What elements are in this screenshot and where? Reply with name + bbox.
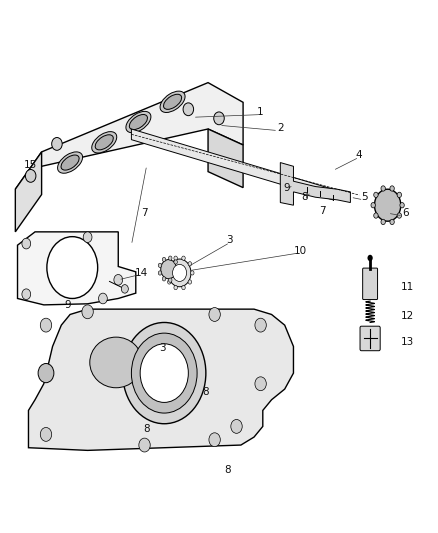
Text: 9: 9 bbox=[64, 300, 71, 310]
Circle shape bbox=[140, 344, 188, 402]
Text: 8: 8 bbox=[301, 192, 308, 202]
Circle shape bbox=[158, 271, 162, 275]
FancyBboxPatch shape bbox=[360, 326, 380, 351]
Ellipse shape bbox=[160, 91, 185, 112]
Circle shape bbox=[191, 271, 194, 275]
Text: 13: 13 bbox=[401, 337, 414, 347]
Circle shape bbox=[174, 256, 177, 260]
Circle shape bbox=[188, 280, 191, 284]
Circle shape bbox=[367, 255, 373, 261]
Text: 7: 7 bbox=[318, 206, 325, 215]
FancyBboxPatch shape bbox=[363, 268, 378, 300]
Circle shape bbox=[374, 189, 401, 221]
Text: 8: 8 bbox=[202, 387, 209, 397]
Circle shape bbox=[182, 256, 185, 260]
Ellipse shape bbox=[126, 111, 151, 133]
Ellipse shape bbox=[90, 337, 142, 388]
Text: 6: 6 bbox=[402, 208, 409, 218]
Text: 5: 5 bbox=[361, 192, 368, 202]
Circle shape bbox=[397, 192, 402, 198]
Circle shape bbox=[400, 203, 404, 208]
Text: 8: 8 bbox=[224, 465, 231, 475]
Circle shape bbox=[161, 260, 177, 279]
Circle shape bbox=[374, 192, 378, 198]
Text: 9: 9 bbox=[283, 183, 290, 192]
Circle shape bbox=[99, 293, 107, 304]
Circle shape bbox=[22, 238, 31, 249]
Circle shape bbox=[214, 112, 224, 125]
Circle shape bbox=[169, 256, 172, 260]
Circle shape bbox=[25, 169, 36, 182]
Text: 11: 11 bbox=[401, 282, 414, 292]
Text: 4: 4 bbox=[356, 150, 363, 159]
Circle shape bbox=[83, 232, 92, 243]
Circle shape bbox=[173, 264, 187, 281]
Ellipse shape bbox=[163, 94, 182, 109]
Text: 12: 12 bbox=[401, 311, 414, 320]
Ellipse shape bbox=[95, 135, 113, 150]
Circle shape bbox=[165, 271, 169, 275]
Text: 3: 3 bbox=[226, 235, 233, 245]
Polygon shape bbox=[208, 129, 243, 188]
Circle shape bbox=[139, 438, 150, 452]
Circle shape bbox=[114, 274, 123, 285]
Text: 15: 15 bbox=[24, 160, 37, 170]
Circle shape bbox=[381, 219, 385, 224]
Circle shape bbox=[188, 262, 191, 266]
Circle shape bbox=[168, 262, 171, 266]
Circle shape bbox=[40, 318, 52, 332]
Circle shape bbox=[168, 280, 171, 284]
Circle shape bbox=[52, 138, 62, 150]
Circle shape bbox=[390, 186, 394, 191]
Polygon shape bbox=[131, 129, 333, 200]
Polygon shape bbox=[28, 309, 293, 450]
Text: 10: 10 bbox=[293, 246, 307, 255]
Polygon shape bbox=[15, 83, 243, 189]
Polygon shape bbox=[280, 163, 350, 205]
Circle shape bbox=[176, 267, 180, 271]
Circle shape bbox=[390, 219, 394, 224]
Circle shape bbox=[182, 286, 185, 290]
Circle shape bbox=[40, 427, 52, 441]
Circle shape bbox=[255, 318, 266, 332]
Text: 8: 8 bbox=[143, 424, 150, 434]
Circle shape bbox=[123, 322, 206, 424]
Ellipse shape bbox=[57, 152, 83, 173]
Ellipse shape bbox=[129, 115, 148, 130]
Text: 14: 14 bbox=[134, 269, 148, 278]
Circle shape bbox=[231, 419, 242, 433]
Polygon shape bbox=[18, 232, 136, 305]
Circle shape bbox=[374, 213, 378, 218]
Circle shape bbox=[38, 364, 54, 383]
Circle shape bbox=[183, 103, 194, 116]
Circle shape bbox=[209, 308, 220, 321]
Circle shape bbox=[22, 289, 31, 300]
Text: 3: 3 bbox=[159, 343, 166, 352]
Ellipse shape bbox=[61, 155, 79, 170]
Circle shape bbox=[174, 274, 177, 278]
Circle shape bbox=[168, 259, 191, 287]
Circle shape bbox=[255, 377, 266, 391]
Circle shape bbox=[162, 277, 166, 281]
Text: 7: 7 bbox=[141, 208, 148, 218]
Circle shape bbox=[169, 278, 172, 282]
Circle shape bbox=[174, 286, 177, 290]
Circle shape bbox=[209, 433, 220, 447]
Text: 2: 2 bbox=[277, 123, 284, 133]
Circle shape bbox=[371, 203, 375, 208]
Circle shape bbox=[162, 257, 166, 262]
Circle shape bbox=[381, 186, 385, 191]
Circle shape bbox=[82, 305, 93, 319]
Circle shape bbox=[47, 237, 98, 298]
Polygon shape bbox=[15, 152, 42, 232]
Circle shape bbox=[174, 260, 177, 264]
Circle shape bbox=[158, 263, 162, 268]
Ellipse shape bbox=[92, 132, 117, 153]
Circle shape bbox=[121, 285, 128, 293]
Circle shape bbox=[397, 213, 402, 218]
Text: 1: 1 bbox=[257, 107, 264, 117]
Circle shape bbox=[131, 333, 197, 413]
